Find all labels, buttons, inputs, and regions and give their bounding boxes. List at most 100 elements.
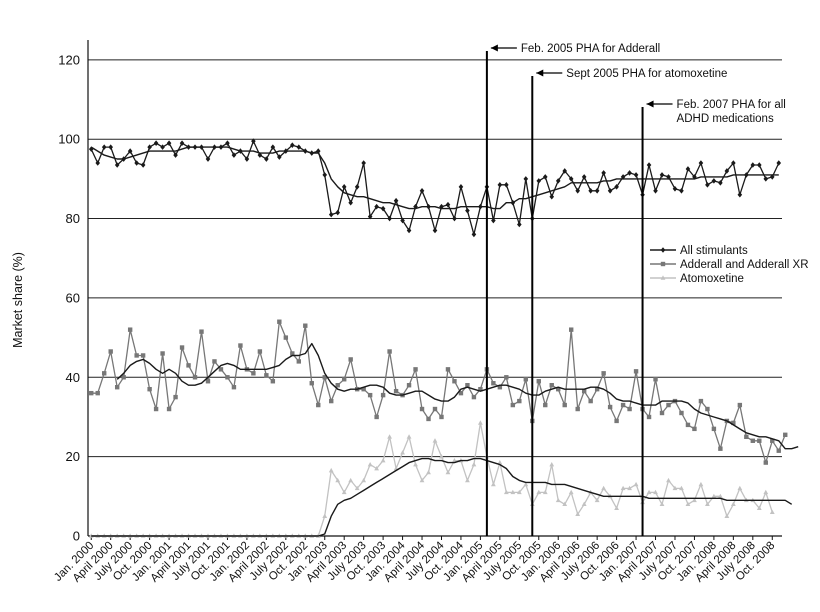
series-line	[91, 321, 786, 464]
data-point	[614, 418, 619, 424]
data-point	[646, 162, 652, 168]
annotation-arrowhead	[536, 69, 544, 77]
data-point	[737, 402, 743, 408]
data-point	[225, 375, 230, 380]
data-point	[594, 187, 600, 194]
y-tick-label: 120	[58, 52, 80, 67]
data-point	[406, 434, 412, 439]
data-point	[348, 357, 353, 362]
data-point	[335, 209, 341, 216]
data-point	[568, 489, 574, 495]
data-point	[536, 178, 542, 184]
data-point	[413, 461, 418, 467]
data-point	[517, 221, 522, 228]
data-point	[504, 375, 509, 380]
data-point	[270, 144, 276, 150]
data-point	[406, 227, 412, 234]
data-point	[581, 501, 587, 507]
data-point	[348, 199, 353, 206]
data-point	[536, 489, 542, 495]
data-point	[452, 458, 457, 463]
series-layer	[88, 138, 799, 538]
data-point	[205, 379, 211, 384]
data-point	[491, 217, 496, 224]
data-point	[601, 371, 606, 376]
data-point	[737, 485, 743, 491]
data-point	[380, 205, 386, 212]
annotation-arrowhead	[490, 44, 498, 52]
data-point	[763, 460, 768, 465]
data-point	[588, 398, 593, 404]
data-point	[594, 386, 600, 392]
data-point	[290, 142, 295, 148]
data-point	[569, 327, 574, 332]
data-point	[192, 375, 198, 380]
data-point	[543, 402, 548, 408]
data-point	[549, 193, 555, 200]
data-point	[471, 461, 477, 467]
y-tick-label: 60	[66, 290, 80, 305]
data-point	[478, 420, 483, 425]
data-point	[763, 176, 769, 182]
data-point	[134, 353, 139, 358]
data-point	[264, 373, 269, 378]
data-point	[653, 187, 658, 194]
data-point	[277, 154, 282, 160]
data-point	[419, 187, 425, 194]
data-point	[614, 505, 620, 511]
data-point	[341, 489, 347, 495]
data-point	[329, 398, 334, 404]
data-point	[153, 406, 159, 412]
legend-label: Atomoxetine	[680, 273, 744, 285]
data-point	[426, 469, 431, 475]
data-point	[711, 493, 717, 499]
y-tick-label: 0	[73, 529, 80, 544]
data-point	[400, 450, 405, 455]
data-point	[445, 469, 451, 475]
annotation-arrowhead	[646, 100, 654, 108]
data-point	[659, 501, 665, 507]
data-point	[348, 477, 354, 483]
data-point	[724, 513, 730, 518]
data-point	[692, 426, 697, 432]
data-point	[717, 493, 723, 499]
data-point	[724, 168, 730, 174]
data-point	[387, 215, 392, 222]
data-point	[536, 379, 541, 384]
data-point	[316, 402, 321, 408]
data-point	[750, 438, 756, 443]
legend-label: Adderall and Adderall XR	[680, 259, 809, 271]
data-point	[173, 394, 178, 400]
data-point	[335, 383, 340, 388]
data-point	[179, 140, 185, 146]
data-point	[698, 398, 704, 404]
data-point	[186, 363, 191, 368]
data-point	[367, 461, 373, 467]
data-point	[225, 140, 230, 146]
data-point	[510, 489, 516, 495]
data-point	[698, 160, 704, 166]
data-point	[555, 178, 561, 184]
data-point	[361, 386, 366, 392]
data-point	[179, 345, 185, 350]
data-point	[523, 481, 529, 487]
data-point	[490, 481, 496, 487]
data-point	[89, 390, 94, 396]
data-point	[718, 446, 723, 451]
data-point	[367, 213, 373, 220]
y-tick-label: 80	[66, 211, 80, 226]
data-point	[549, 461, 555, 467]
data-point	[199, 329, 204, 334]
trend-line	[90, 146, 779, 210]
data-point	[730, 501, 736, 507]
data-point	[491, 381, 496, 386]
data-point	[465, 383, 470, 388]
data-point	[445, 201, 451, 208]
data-point	[458, 184, 464, 190]
data-point	[361, 160, 366, 166]
data-point	[153, 140, 159, 146]
data-point	[633, 172, 639, 178]
data-point	[659, 410, 665, 416]
data-point	[393, 197, 399, 204]
data-point	[328, 211, 334, 218]
